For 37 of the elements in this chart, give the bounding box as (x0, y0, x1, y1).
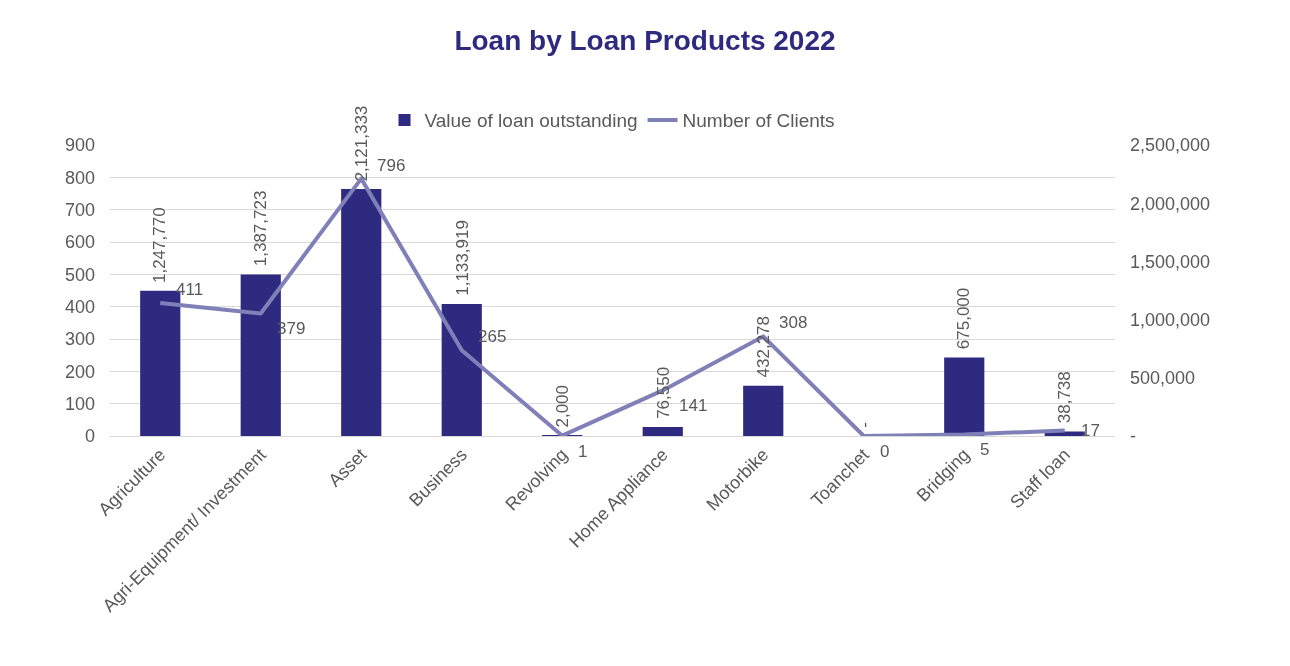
data-label: 675,000 (954, 287, 974, 350)
legend-label: Number of Clients (682, 110, 835, 132)
y-tick-label: 200 (64, 361, 95, 382)
data-label: 1,247,770 (150, 207, 170, 284)
data-label: 1,387,723 (251, 190, 271, 267)
y2-tick-label: - (1130, 426, 1136, 447)
data-label: 796 (377, 156, 406, 175)
y-tick-label: 100 (64, 393, 95, 414)
legend-label: Value of loan outstanding (424, 110, 638, 132)
y-tick-label: 0 (84, 426, 95, 447)
data-label: 5 (980, 440, 990, 459)
data-label: 432,278 (754, 315, 774, 378)
data-label: 2,000 (552, 384, 572, 428)
data-label: 76,550 (653, 366, 673, 419)
y-tick-label: 800 (64, 167, 95, 188)
y-tick-label: 300 (64, 329, 95, 350)
data-label: 411 (176, 280, 204, 299)
y2-tick-label: 1,000,000 (1130, 309, 1211, 330)
y-tick-label: 400 (64, 296, 95, 317)
data-label: 141 (679, 396, 708, 415)
y-tick-label: 900 (64, 135, 95, 156)
y-tick-label: 700 (64, 199, 95, 220)
data-label: 1 (578, 442, 588, 461)
data-label: 38,738 (1055, 371, 1075, 424)
data-label: 1,133,919 (452, 220, 472, 296)
chart-title: Loan by Loan Products 2022 (454, 24, 836, 56)
y2-tick-label: 500,000 (1130, 368, 1196, 389)
data-label: 2,121,333 (352, 105, 372, 182)
y2-tick-label: 2,000,000 (1130, 193, 1211, 214)
y-tick-label: 500 (64, 264, 95, 285)
data-label: 308 (779, 313, 808, 332)
y2-tick-label: 1,500,000 (1130, 251, 1211, 272)
y2-tick-label: 2,500,000 (1130, 135, 1211, 156)
data-label: 0 (880, 442, 890, 461)
data-label: 17 (1081, 421, 1100, 440)
y-tick-label: 600 (64, 232, 95, 253)
data-label: - (854, 422, 874, 428)
